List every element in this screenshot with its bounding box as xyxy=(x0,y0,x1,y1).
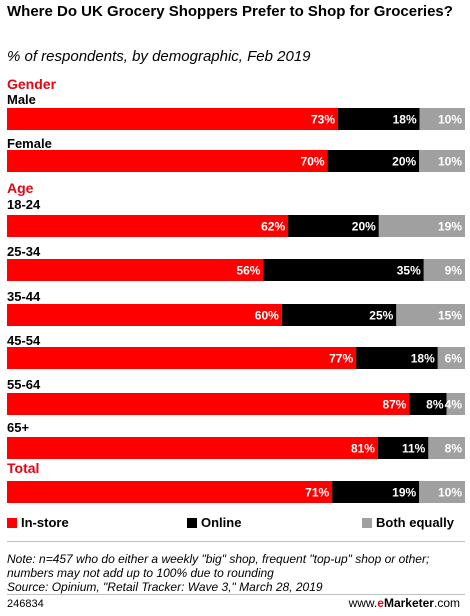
bar-segment-online xyxy=(327,150,420,172)
data-label-online: 11% xyxy=(402,442,426,456)
bar-segment-both-equally xyxy=(419,108,465,130)
data-label-both-equally: 8% xyxy=(445,442,463,456)
bar-segment-online xyxy=(281,304,397,326)
note-text: Note: n=457 who do either a weekly "big"… xyxy=(7,552,430,580)
divider-top xyxy=(7,541,465,542)
row-label: 45-54 xyxy=(7,333,41,348)
legend-label-in-store: In-store xyxy=(21,515,69,530)
data-label-online: 8% xyxy=(426,398,444,412)
bar-segment-both-equally xyxy=(419,150,465,172)
bar-segment-online xyxy=(377,437,429,459)
data-label-online: 19% xyxy=(392,486,416,500)
data-label-in-store: 77% xyxy=(329,352,353,366)
bar-segment-online xyxy=(332,481,420,503)
bar-segment-both-equally xyxy=(396,304,465,326)
legend-label-both-equally: Both equally xyxy=(376,515,455,530)
bar-segment-in-store xyxy=(7,108,339,130)
row-label: Female xyxy=(7,136,52,151)
legend-swatch-online xyxy=(187,517,197,528)
data-label-in-store: 62% xyxy=(261,220,285,234)
bar-segment-both-equally xyxy=(378,215,465,237)
bar-segment-online xyxy=(263,259,424,281)
data-label-both-equally: 19% xyxy=(438,220,462,234)
legend-item-in-store: In-store xyxy=(7,515,69,530)
data-label-in-store: 87% xyxy=(382,398,406,412)
bar-segment-both-equally xyxy=(423,259,465,281)
bar-segment-in-store xyxy=(7,481,333,503)
bar-segment-in-store xyxy=(7,150,328,172)
row-label: 55-64 xyxy=(7,377,41,392)
bar-segment-in-store xyxy=(7,304,282,326)
legend-item-both-equally: Both equally xyxy=(362,515,454,530)
data-label-in-store: 73% xyxy=(311,113,335,127)
data-label-both-equally: 10% xyxy=(438,113,462,127)
bar-segment-in-store xyxy=(7,393,410,415)
chart-id: 246834 xyxy=(7,598,44,610)
bar-segment-online xyxy=(338,108,420,130)
divider-bottom xyxy=(7,594,465,595)
bar-segment-online xyxy=(288,215,379,237)
row-label: 35-44 xyxy=(7,289,41,304)
row-label: 18-24 xyxy=(7,197,41,212)
bar-segment-online xyxy=(409,393,447,415)
bar-segment-in-store xyxy=(7,347,357,369)
data-label-online: 18% xyxy=(411,352,435,366)
bar-segment-online xyxy=(356,347,438,369)
group-heading: Total xyxy=(7,460,39,476)
data-label-in-store: 71% xyxy=(305,486,329,500)
legend-swatch-in-store xyxy=(7,517,17,528)
row-label: 65+ xyxy=(7,420,29,435)
legend-swatch-both-equally xyxy=(362,517,372,528)
legend-item-online: Online xyxy=(187,515,241,530)
chart-title: Where Do UK Grocery Shoppers Prefer to S… xyxy=(7,3,453,20)
group-heading: Age xyxy=(7,180,34,196)
data-label-online: 20% xyxy=(352,220,376,234)
data-label-in-store: 60% xyxy=(255,309,279,323)
chart-subtitle: % of respondents, by demographic, Feb 20… xyxy=(7,48,311,65)
data-label-in-store: 56% xyxy=(236,264,260,278)
bar-segment-both-equally xyxy=(428,437,465,459)
legend-label-online: Online xyxy=(201,515,242,530)
data-label-both-equally: 9% xyxy=(445,264,463,278)
notes-block: Note: n=457 who do either a weekly "big"… xyxy=(7,552,465,594)
row-label: 25-34 xyxy=(7,244,41,259)
bar-segment-in-store xyxy=(7,437,378,459)
data-label-both-equally: 15% xyxy=(438,309,462,323)
data-label-online: 20% xyxy=(392,155,416,169)
data-label-online: 25% xyxy=(369,309,393,323)
group-heading: Gender xyxy=(7,76,57,92)
data-label-both-equally: 10% xyxy=(438,155,462,169)
row-label: Male xyxy=(7,92,36,107)
brand-logo: www.eMarketer.com xyxy=(348,596,460,610)
data-label-both-equally: 6% xyxy=(445,352,463,366)
data-label-online: 35% xyxy=(397,264,421,278)
data-label-online: 18% xyxy=(393,113,417,127)
bar-segment-in-store xyxy=(7,259,264,281)
data-label-in-store: 81% xyxy=(351,442,375,456)
bar-segment-both-equally xyxy=(419,481,465,503)
data-label-in-store: 70% xyxy=(301,155,325,169)
data-label-both-equally: 4% xyxy=(445,398,463,412)
bar-segment-both-equally xyxy=(437,347,465,369)
source-text: Source: Opinium, "Retail Tracker: Wave 3… xyxy=(7,580,323,594)
data-label-both-equally: 10% xyxy=(438,486,462,500)
bar-segment-both-equally xyxy=(446,393,465,415)
bar-segment-in-store xyxy=(7,215,289,237)
